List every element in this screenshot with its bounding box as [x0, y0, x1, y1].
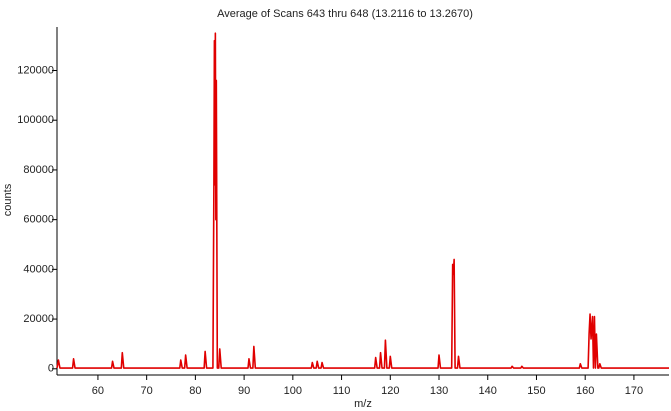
x-tick-label: 70	[141, 385, 153, 397]
spectrum-line	[56, 32, 669, 369]
x-axis-label: m/z	[354, 398, 372, 410]
chart-title: Average of Scans 643 thru 648 (13.2116 t…	[217, 8, 473, 20]
y-axis-label: counts	[2, 183, 14, 216]
x-tick-label: 160	[576, 385, 594, 397]
y-tick-label: 60000	[23, 214, 54, 226]
y-tick-label: 120000	[17, 64, 54, 76]
x-tick-label: 110	[333, 385, 351, 397]
x-tick-label: 140	[479, 385, 497, 397]
x-tick-label: 150	[527, 385, 545, 397]
y-tick-label: 20000	[23, 313, 54, 325]
x-tick-label: 100	[284, 385, 302, 397]
x-tick-label: 60	[92, 385, 104, 397]
y-tick-label: 0	[48, 363, 54, 375]
x-tick-label: 120	[381, 385, 399, 397]
y-tick-label: 100000	[17, 114, 54, 126]
x-tick-label: 90	[238, 385, 250, 397]
x-tick-label: 130	[430, 385, 448, 397]
y-tick-label: 80000	[23, 164, 54, 176]
y-tick-label: 40000	[23, 263, 54, 275]
x-tick-label: 80	[189, 385, 201, 397]
x-tick-label: 170	[625, 385, 643, 397]
